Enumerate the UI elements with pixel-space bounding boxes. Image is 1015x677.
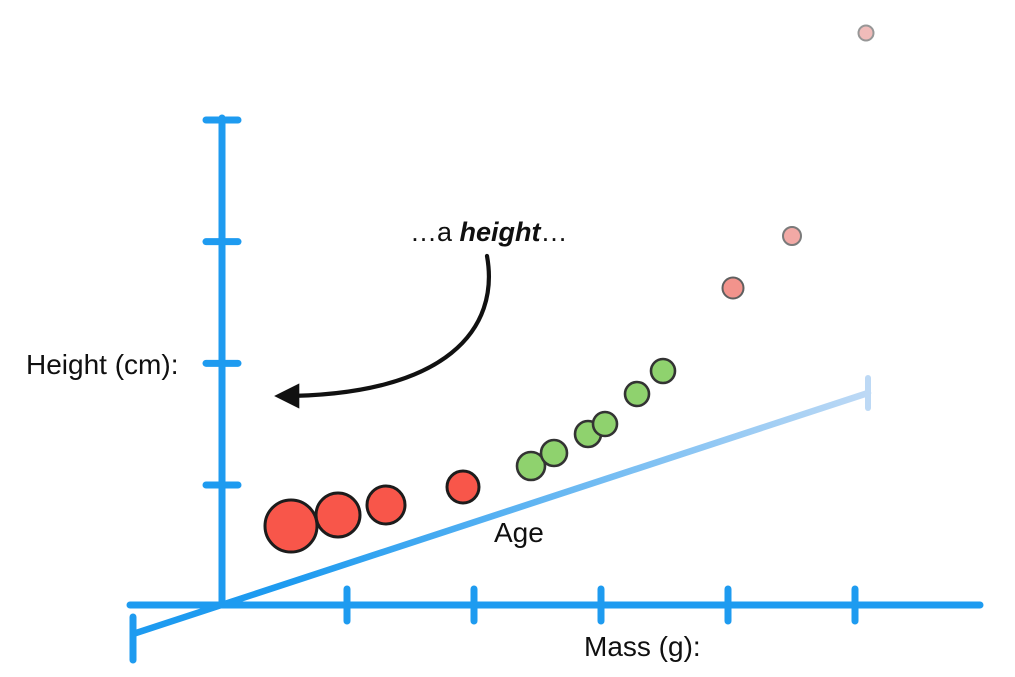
z-axis-label: Age — [494, 517, 544, 548]
annotation-word: height — [459, 217, 541, 247]
annotation-a-height: …a height… — [410, 217, 568, 248]
y-axis-label: Height (cm): — [26, 349, 179, 380]
x-axis-label: Mass (g): — [584, 631, 701, 662]
annotation-suffix: … — [540, 217, 568, 247]
annotation-prefix: …a — [410, 217, 460, 247]
